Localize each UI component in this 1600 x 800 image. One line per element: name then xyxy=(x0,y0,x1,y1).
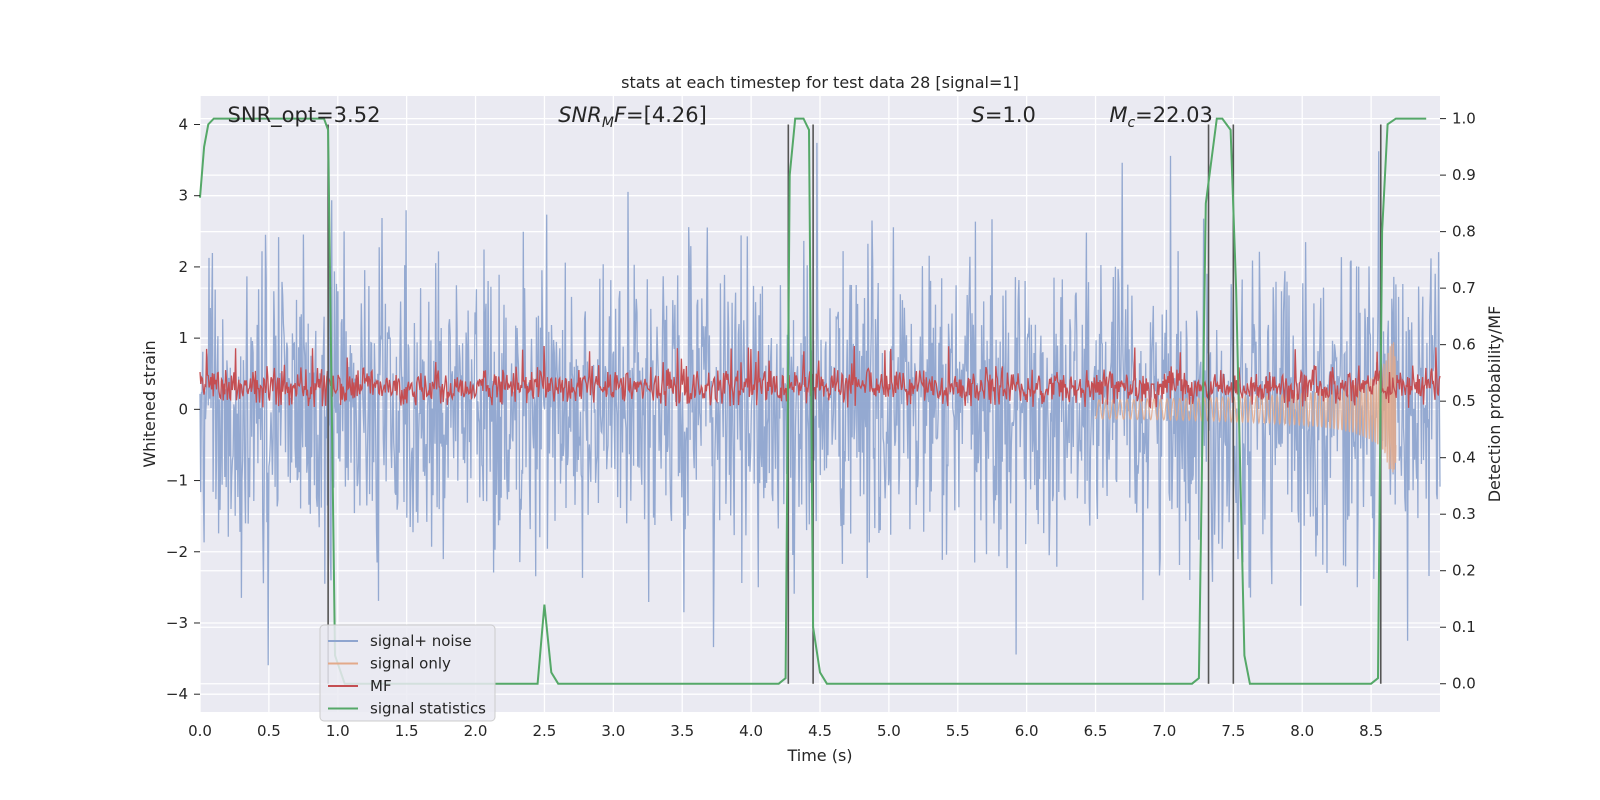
legend-label: signal+ noise xyxy=(370,632,472,650)
y-axis-left-ticks: 4 3 2 1 0 −1 −2 −3 −4 xyxy=(166,115,200,703)
y-right-tick-label: 0.0 xyxy=(1452,675,1476,693)
annotation-subscript: M xyxy=(602,115,614,131)
annotation-subscript: c xyxy=(1127,115,1135,131)
x-tick-label: 3.0 xyxy=(601,722,625,740)
signal-statistics-line xyxy=(199,117,1427,685)
x-tick-label: 2.5 xyxy=(533,722,557,740)
x-tick-label: 8.5 xyxy=(1359,722,1383,740)
y-left-tick-label: −2 xyxy=(166,543,188,561)
y-left-tick-label: 1 xyxy=(178,329,188,347)
legend-box xyxy=(319,624,496,722)
annotation-text: Mc=22.03 xyxy=(1109,103,1213,131)
x-tick-label: 4.5 xyxy=(808,722,832,740)
y-right-tick-label: 0.9 xyxy=(1452,166,1476,184)
x-tick-label: 2.0 xyxy=(464,722,488,740)
y-left-tick-label: 4 xyxy=(178,115,188,133)
y-right-tick-label: 0.2 xyxy=(1452,562,1476,580)
x-tick-label: 6.5 xyxy=(1084,722,1108,740)
annotation-value: =1.0 xyxy=(985,103,1036,127)
y-right-tick-label: 0.7 xyxy=(1452,279,1476,297)
x-axis-label: Time (s) xyxy=(786,746,852,765)
legend-label: MF xyxy=(370,677,392,695)
signal-only-series xyxy=(1095,342,1397,473)
annotations: SNR_opt=3.52 SNRMF=[4.26] S=1.0 Mc=22.03 xyxy=(228,103,1213,131)
legend: signal+ noise signal only MF signal statist… xyxy=(319,624,496,722)
y-right-tick-label: 0.8 xyxy=(1452,223,1476,241)
annotation-main: S xyxy=(972,103,985,127)
signal-statistics-series xyxy=(199,117,1427,685)
signal-only-line xyxy=(1095,342,1397,473)
annotation-main: M xyxy=(1109,103,1127,127)
y-right-tick-label: 0.6 xyxy=(1452,336,1476,354)
x-tick-label: 5.5 xyxy=(946,722,970,740)
y-left-tick-label: −4 xyxy=(166,685,188,703)
y-axis-right-label: Detection probability/MF xyxy=(1485,306,1504,503)
x-tick-label: 0.5 xyxy=(257,722,281,740)
y-right-tick-label: 0.4 xyxy=(1452,449,1476,467)
chart-title: stats at each timestep for test data 28 … xyxy=(621,73,1019,92)
y-left-tick-label: 2 xyxy=(178,258,188,276)
annotation-rest: F xyxy=(614,103,627,127)
x-tick-label: 5.0 xyxy=(877,722,901,740)
x-tick-label: 1.0 xyxy=(326,722,350,740)
y-right-tick-label: 0.5 xyxy=(1452,392,1476,410)
y-left-tick-label: 3 xyxy=(178,187,188,205)
y-left-tick-label: −3 xyxy=(166,614,188,632)
legend-label: signal statistics xyxy=(370,700,486,718)
y-right-tick-label: 0.1 xyxy=(1452,618,1476,636)
x-tick-label: 7.5 xyxy=(1221,722,1245,740)
annotation-text: SNR_opt=3.52 xyxy=(228,103,381,128)
y-left-tick-label: 0 xyxy=(178,400,188,418)
x-tick-label: 1.5 xyxy=(395,722,419,740)
y-right-tick-label: 0.3 xyxy=(1452,505,1476,523)
x-tick-label: 4.0 xyxy=(739,722,763,740)
x-tick-label: 6.0 xyxy=(1015,722,1039,740)
x-tick-label: 8.0 xyxy=(1290,722,1314,740)
x-tick-label: 3.5 xyxy=(670,722,694,740)
annotation-text: S=1.0 xyxy=(972,103,1036,127)
y-axis-left-label: Whitened strain xyxy=(140,340,159,467)
annotation-value: =[4.26] xyxy=(626,103,707,127)
x-axis-ticks: 0.0 0.5 1.0 1.5 2.0 2.5 3.0 3.5 4.0 4.5 5.0 5.5 6.0 6… xyxy=(188,722,1383,740)
legend-label: signal only xyxy=(370,655,451,673)
annotation-rest: =22.03 xyxy=(1135,103,1213,127)
y-left-tick-label: −1 xyxy=(166,472,188,490)
x-tick-label: 7.0 xyxy=(1153,722,1177,740)
x-tick-label: 0.0 xyxy=(188,722,212,740)
y-axis-right-ticks: 1.0 0.9 0.8 0.7 0.6 0.5 0.4 0.3 0.2 0.1 0.0 xyxy=(1440,110,1476,693)
annotation-text: SNRMF=[4.26] xyxy=(558,103,707,131)
annotation-main: SNR xyxy=(558,103,602,127)
y-right-tick-label: 1.0 xyxy=(1452,110,1476,128)
